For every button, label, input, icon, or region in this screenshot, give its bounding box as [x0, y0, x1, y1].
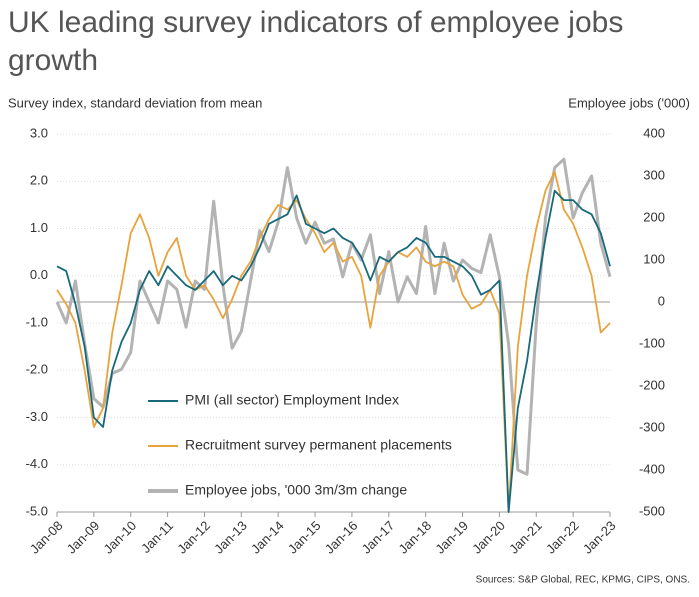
x-tick-label: Jan-14	[248, 518, 287, 557]
x-tick-label: Jan-18	[396, 518, 435, 557]
y2-tick-label: 0	[658, 293, 665, 308]
y2-tick-label: -400	[639, 461, 665, 476]
y-tick-label: 1.0	[30, 220, 48, 235]
x-tick-label: Jan-09	[64, 518, 103, 557]
x-tick-label: Jan-23	[580, 518, 619, 557]
y-tick-label: -3.0	[26, 409, 48, 424]
source-note: Sources: S&P Global, REC, KPMG, CIPS, ON…	[476, 575, 690, 586]
x-tick-label: Jan-19	[432, 518, 471, 557]
y2-tick-label: -200	[639, 377, 665, 392]
y-tick-label: -1.0	[26, 314, 48, 329]
series-line	[56, 189, 611, 513]
x-tick-label: Jan-17	[359, 518, 398, 557]
x-tick-label: Jan-13	[211, 518, 250, 557]
y2-tick-label: -500	[639, 503, 665, 518]
y2-tick-label: 100	[643, 251, 665, 266]
x-tick-label: Jan-10	[101, 518, 140, 557]
y2-tick-label: 200	[643, 209, 665, 224]
x-tick-label: Jan-11	[138, 518, 176, 556]
y-tick-label: 3.0	[30, 125, 48, 140]
legend-label: Recruitment survey permanent placements	[185, 437, 452, 453]
x-tick-label: Jan-08	[27, 518, 66, 557]
y-tick-label: 2.0	[30, 173, 48, 188]
legend-label: Employee jobs, '000 3m/3m change	[185, 482, 407, 498]
legend-label: PMI (all sector) Employment Index	[185, 392, 399, 408]
x-tick-label: Jan-15	[285, 518, 324, 557]
y2-tick-label: 400	[643, 125, 665, 140]
series-line	[56, 170, 611, 513]
y-tick-label: -4.0	[26, 456, 48, 471]
y-tick-label: 0.0	[30, 267, 48, 282]
x-tick-label: Jan-16	[322, 518, 361, 557]
y2-tick-label: -100	[639, 335, 665, 350]
y-tick-label: -2.0	[26, 362, 48, 377]
x-tick-label: Jan-12	[174, 518, 213, 557]
x-tick-label: Jan-21	[506, 518, 545, 557]
x-tick-label: Jan-20	[469, 518, 508, 557]
chart-title: UK leading survey indicators of employee…	[8, 6, 624, 77]
y2-axis-title: Employee jobs ('000)	[568, 95, 690, 110]
y-tick-label: -5.0	[26, 503, 48, 518]
series-line	[55, 157, 612, 476]
y2-tick-label: -300	[639, 419, 665, 434]
y-axis-title: Survey index, standard deviation from me…	[8, 95, 262, 110]
y2-tick-label: 300	[643, 167, 665, 182]
x-tick-label: Jan-22	[543, 518, 582, 557]
